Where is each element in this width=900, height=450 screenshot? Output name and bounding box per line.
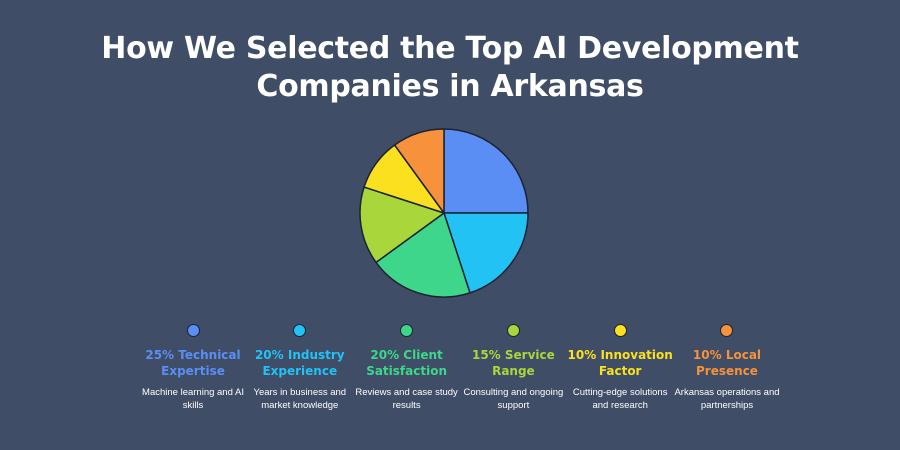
legend-description: Machine learning and AI skills — [142, 387, 244, 411]
legend-label: 10% Local Presence — [692, 348, 762, 378]
legend-item-client-satisfaction: 20% Client Satisfaction Reviews and case… — [354, 324, 460, 412]
legend-description: Cutting-edge solutions and research — [572, 387, 668, 411]
legend-item-technical-expertise: 25% Technical Expertise Machine learning… — [140, 324, 246, 412]
legend-label: 20% Client Satisfaction — [366, 348, 447, 378]
legend-label: 25% Technical Expertise — [145, 348, 241, 378]
title-line-1: How We Selected the Top AI Development — [101, 31, 799, 66]
legend: 25% Technical Expertise Machine learning… — [140, 324, 780, 412]
legend-description: Consulting and ongoing support — [463, 387, 564, 411]
pie-slice-service-range — [359, 186, 445, 264]
pie-slice-industry-experience — [443, 212, 529, 294]
legend-label: 10% Innovation Factor — [567, 348, 673, 378]
legend-dot — [613, 324, 627, 337]
title-line-2: Companies in Arkansas — [256, 69, 644, 104]
pie-chart — [359, 128, 529, 298]
legend-item-service-range: 15% Service Range Consulting and ongoing… — [460, 324, 566, 412]
pie-slice-technical-expertise — [443, 128, 529, 214]
pie-slice-local-presence — [393, 128, 445, 214]
legend-dot — [293, 324, 307, 337]
legend-description: Reviews and case study results — [355, 387, 458, 411]
legend-dot — [400, 324, 414, 337]
legend-label: 20% Industry Experience — [254, 348, 345, 378]
legend-dot — [506, 324, 520, 337]
legend-description: Arkansas operations and partnerships — [674, 387, 780, 411]
legend-dot — [186, 324, 200, 337]
legend-dot — [720, 324, 734, 337]
legend-item-local-presence: 10% Local Presence Arkansas operations a… — [674, 324, 780, 412]
pie-slice-client-satisfaction — [375, 212, 471, 298]
legend-item-innovation-factor: 10% Innovation Factor Cutting-edge solut… — [567, 324, 673, 412]
legend-description: Years in business and market knowledge — [253, 387, 347, 411]
chart-title: How We Selected the Top AI Development C… — [0, 30, 900, 106]
legend-item-industry-experience: 20% Industry Experience Years in busines… — [247, 324, 353, 412]
legend-label: 15% Service Range — [471, 348, 555, 378]
